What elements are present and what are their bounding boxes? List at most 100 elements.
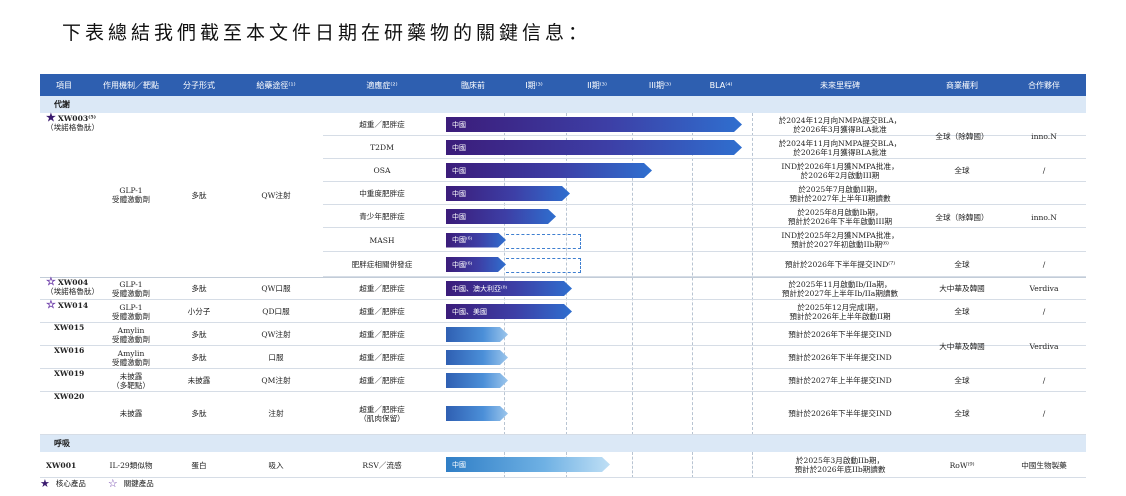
phase-divider [566,113,567,435]
pipeline-row [40,323,1086,346]
milestone-cell: 於2025年8月啟動Ib期， 預計於2026年下半年啟動III期 [787,207,893,226]
xw003-indication-row [323,252,1086,277]
indication-cell: 超重／肥胖症 [359,330,405,339]
xw001-milestone: 於2025年3月啟動IIb期， 預計於2026年底IIb期讀數 [794,456,886,474]
phase-divider [632,452,633,478]
xw001-partner: 中國生物製藥 [1021,460,1067,470]
col-phase3: III期⁽³⁾ [648,80,672,90]
indication-cell: MASH [369,235,395,245]
milestone-cell: 於2025年12月完成I期， 預計於2026年上半年啟動II期 [789,302,891,321]
indication-cell: 肥胖症相關併發症 [351,260,413,269]
phase-bar: 中國、澳大利亞⁽⁸⁾ [446,281,572,296]
partner-cell: / [1042,307,1046,316]
milestone-cell: 於2024年11月向NMPA提交BLA， 於2026年1月獲得BLA批准 [778,138,902,157]
key-star-icon: ☆ [46,275,56,288]
rights-cell: 大中華及韓國 [939,284,985,293]
mechanism-cell: Amylin 受體激動劑 [112,348,150,367]
planned-phase-dashed-bar [506,258,581,273]
phase-divider [752,113,753,435]
milestone-cell: 於2025年11月啟動Ib/IIa期， 預計於2027年上半年Ib/IIa期讀數 [781,279,899,298]
pipeline-row [40,300,1086,323]
xw001-row [40,452,1086,478]
phase-divider [752,452,753,478]
milestone-cell: IND於2025年2月獲NMPA批准， 預計於2027年初啟動IIb期⁽⁶⁾ [781,231,899,249]
form-cell: 多肽 [191,284,207,293]
milestone-cell: 預計於2026年下半年提交IND [788,353,892,362]
col-form: 分子形式 [183,80,215,90]
phase-divider [504,113,505,435]
xw001-form: 蛋白 [191,460,207,470]
phase-bar: 中國 [446,117,742,132]
rights-cell: 大中華及韓國 [939,341,985,351]
col-milestones: 未來里程碑 [820,80,860,90]
xw001-name: XW001 [46,460,77,470]
form-cell: 多肽 [191,330,207,339]
xw003-route: QW注射 [261,190,291,200]
milestone-cell: 預計於2027年上半年提交IND [788,376,892,385]
route-cell: QW口服 [261,284,291,293]
core-star-icon: ★ [46,111,56,124]
route-cell: QM注射 [261,376,291,385]
route-cell: QW注射 [261,330,291,339]
route-cell: QD口服 [262,307,290,316]
xw001-route: 吸入 [268,460,284,470]
milestone-cell: 預計於2026年下半年提交IND [788,330,892,339]
form-cell: 未披露 [187,376,211,385]
legend-key: ☆ 關鍵產品 [107,477,154,490]
key-star-icon: ☆ [107,477,118,490]
xw003-partner-1: inno.N [1031,131,1057,141]
xw003-form: 多肽 [191,190,207,200]
xw001-rights: RoW⁽⁹⁾ [949,460,975,470]
xw003-indication-row [323,159,1086,182]
pipeline-row [40,369,1086,392]
rights-cell: 全球 [954,409,970,418]
mechanism-cell: GLP-1 受體激動劑 [112,302,150,321]
drug-name-cell: XW015 [54,323,85,332]
col-route: 給藥途徑⁽¹⁾ [256,80,296,90]
phase-bar [446,406,508,421]
drug-name-cell: XW019 [54,369,85,378]
partner-cell: / [1042,409,1046,418]
mechanism-cell: 未披露 （多靶點） [112,371,150,390]
indication-cell: 超重／肥胖症 [359,353,405,362]
route-cell: 注射 [268,409,284,418]
table-header: 項目 作用機制／靶點 分子形式 給藥途徑⁽¹⁾ 適應症⁽²⁾ 臨床前 I期⁽³⁾… [40,74,1086,96]
col-preclinical: 臨床前 [461,80,485,90]
rights-cell: 全球 [954,307,970,316]
rights-cell: 全球 [954,376,970,385]
partner-cell: Verdiva [1029,284,1059,293]
xw001-mechanism: IL-29類似物 [109,460,153,470]
planned-phase-dashed-bar [506,233,581,249]
phase-divider [692,113,693,435]
indication-cell: 青少年肥胖症 [359,212,405,221]
phase-divider [632,113,633,435]
phase-bar: 中國、美國 [446,304,572,319]
xw003-partner-2: / [1042,166,1046,175]
xw003-rights-3: 全球（除韓國） [935,212,989,222]
xw001-phase-bar: 中國 [446,457,610,472]
phase-bar: 中國 [446,163,652,178]
xw003-mechanism: GLP-1 受體激動劑 [112,186,150,204]
mechanism-cell: 未披露 [119,409,143,418]
respiratory-body: XW001 IL-29類似物 蛋白 吸入 RSV／流感 中國 於2025年3月啟… [40,452,1086,478]
route-cell: 口服 [268,353,284,362]
xw003-indication-row [323,205,1086,228]
drug-name-cell: ☆ XW004 （埃諾格魯肽） [46,275,100,296]
xw003-block [40,113,1086,278]
indication-cell: T2DM [370,143,394,152]
col-bla: BLA⁽⁴⁾ [709,80,733,90]
xw003-indication-row [323,182,1086,205]
phase-bar: 中國 [446,140,742,155]
phase-bar [446,327,508,342]
col-mechanism: 作用機制／靶點 [103,80,159,90]
col-rights: 商業權利 [946,80,978,90]
section-metabolic: 代謝 [40,96,1086,113]
drug-name-cell: XW016 [54,346,85,355]
phase-bar [446,350,508,365]
milestone-cell: 預計於2026年下半年提交IND [788,409,892,418]
pipeline-row [40,392,1086,435]
xw003-indication-row [323,228,1086,252]
indication-cell: 中重度肥胖症 [359,189,405,198]
partner-cell: / [1042,376,1046,385]
xw003-partner-4: / [1042,260,1046,269]
